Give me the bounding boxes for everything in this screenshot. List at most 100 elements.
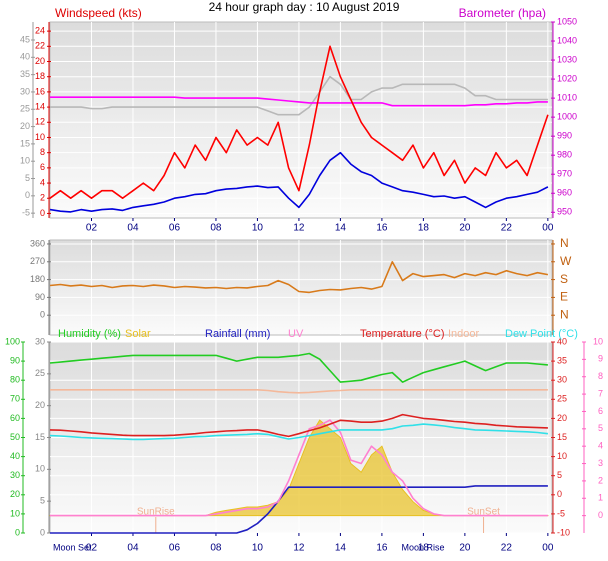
y-tick-label: -5: [22, 208, 30, 218]
y-tick-label: 25: [35, 368, 45, 378]
x-tick-label: 14: [335, 223, 347, 234]
y-tick-label: 100: [5, 336, 20, 346]
y-tick-label: 25: [557, 394, 567, 404]
y-tick-label: N: [560, 236, 569, 250]
series-line: [50, 389, 548, 394]
y-tick-label: 30: [10, 470, 20, 480]
y-tick-label: 40: [20, 52, 30, 62]
y-tick-label: 10: [20, 156, 30, 166]
y-tick-label: 14: [35, 101, 45, 111]
y-tick-label: 4: [598, 441, 603, 451]
series-line: [49, 45, 549, 199]
y-tick-label: 20: [35, 56, 45, 66]
y-tick-label: 4: [40, 177, 45, 187]
y-tick-label: 20: [35, 400, 45, 410]
y-tick-label: 1050: [557, 16, 577, 26]
y-tick-label: 5: [557, 470, 562, 480]
x-tick-label: 16: [376, 543, 388, 554]
y-tick-label: N: [560, 307, 569, 321]
y-tick-label: 25: [20, 104, 30, 114]
y-tick-label: 10: [593, 336, 603, 346]
y-tick-label: 1000: [557, 112, 577, 122]
y2-axis-title: Barometer (hpa): [459, 6, 546, 20]
y-tick-label: 40: [10, 451, 20, 461]
y-tick-label: 180: [30, 274, 45, 284]
x-tick-label: 04: [127, 543, 139, 554]
y-tick-label: 0: [15, 527, 20, 537]
legend-label: Dew Point (°C): [505, 328, 578, 340]
y-tick-label: 15: [35, 432, 45, 442]
y-tick-label: 10: [557, 451, 567, 461]
y-axis-title: Windspeed (kts): [55, 6, 142, 20]
x-tick-label: 06: [169, 223, 181, 234]
x-tick-label: 12: [293, 223, 305, 234]
y-tick-label: 10: [35, 464, 45, 474]
y-tick-label: 5: [40, 496, 45, 506]
legend-label: Indoor: [448, 328, 480, 340]
y-tick-label: 60: [10, 413, 20, 423]
y-tick-label: 45: [20, 34, 30, 44]
y-tick-label: 1: [598, 493, 603, 503]
y-tick-label: W: [560, 254, 572, 268]
legend-label: Temperature (°C): [360, 328, 444, 340]
series-line: [49, 261, 549, 294]
y-tick-label: 5: [598, 423, 603, 433]
y-tick-label: 0: [557, 489, 562, 499]
x-tick-label: 18: [418, 543, 430, 554]
x-tick-label: 06: [169, 543, 181, 554]
y-tick-label: 35: [557, 355, 567, 365]
plot-area: [49, 21, 553, 219]
x-tick-label: 16: [376, 223, 388, 234]
legend-label: Humidity (%): [58, 328, 121, 340]
y-tick-label: 7: [598, 388, 603, 398]
x-tick-label: 10: [252, 223, 264, 234]
x-tick-label: 14: [335, 543, 347, 554]
y-tick-label: 0: [598, 510, 603, 520]
y-tick-label: 6: [40, 162, 45, 172]
y-tick-label: 9: [598, 354, 603, 364]
y-tick-label: 22: [35, 41, 45, 51]
y-tick-label: 0: [25, 190, 30, 200]
x-tick-label: 10: [252, 543, 264, 554]
y-tick-label: 960: [557, 188, 572, 198]
x-tick-label: 18: [418, 223, 430, 234]
y-tick-label: 1010: [557, 92, 577, 102]
y-tick-label: 15: [557, 432, 567, 442]
y-tick-label: 6: [598, 406, 603, 416]
legend-label: Rainfall (mm): [205, 328, 270, 340]
event-label: Moon Rise: [401, 542, 444, 552]
x-tick-label: 22: [501, 543, 513, 554]
y-tick-label: 50: [10, 432, 20, 442]
legend-label: Solar: [125, 328, 151, 340]
y-tick-label: -5: [557, 508, 565, 518]
y-tick-label: 16: [35, 86, 45, 96]
series-line: [50, 419, 548, 517]
y-tick-label: 990: [557, 131, 572, 141]
y-tick-label: 1040: [557, 35, 577, 45]
y-tick-label: 20: [10, 489, 20, 499]
series-line: [50, 485, 548, 534]
y-tick-label: E: [560, 290, 568, 304]
y-tick-label: 30: [35, 336, 45, 346]
y-tick-label: 0: [40, 208, 45, 218]
event-label: Moon Set: [53, 542, 92, 552]
event-label: SunSet: [467, 507, 500, 518]
series-line: [49, 151, 549, 213]
y-tick-label: 35: [20, 69, 30, 79]
series-line: [50, 96, 548, 107]
y-tick-label: -10: [557, 527, 570, 537]
x-tick-label: 02: [86, 543, 98, 554]
y-tick-label: 90: [10, 355, 20, 365]
y-tick-label: 90: [35, 292, 45, 302]
y-tick-label: 20: [20, 121, 30, 131]
y-tick-label: 10: [35, 132, 45, 142]
y-tick-label: 2: [598, 475, 603, 485]
x-tick-label: 08: [210, 223, 222, 234]
plot-area: [49, 239, 553, 336]
y-tick-label: S: [560, 272, 568, 286]
x-tick-label: 08: [210, 543, 222, 554]
series-line: [49, 423, 548, 441]
y-tick-label: 0: [40, 310, 45, 320]
